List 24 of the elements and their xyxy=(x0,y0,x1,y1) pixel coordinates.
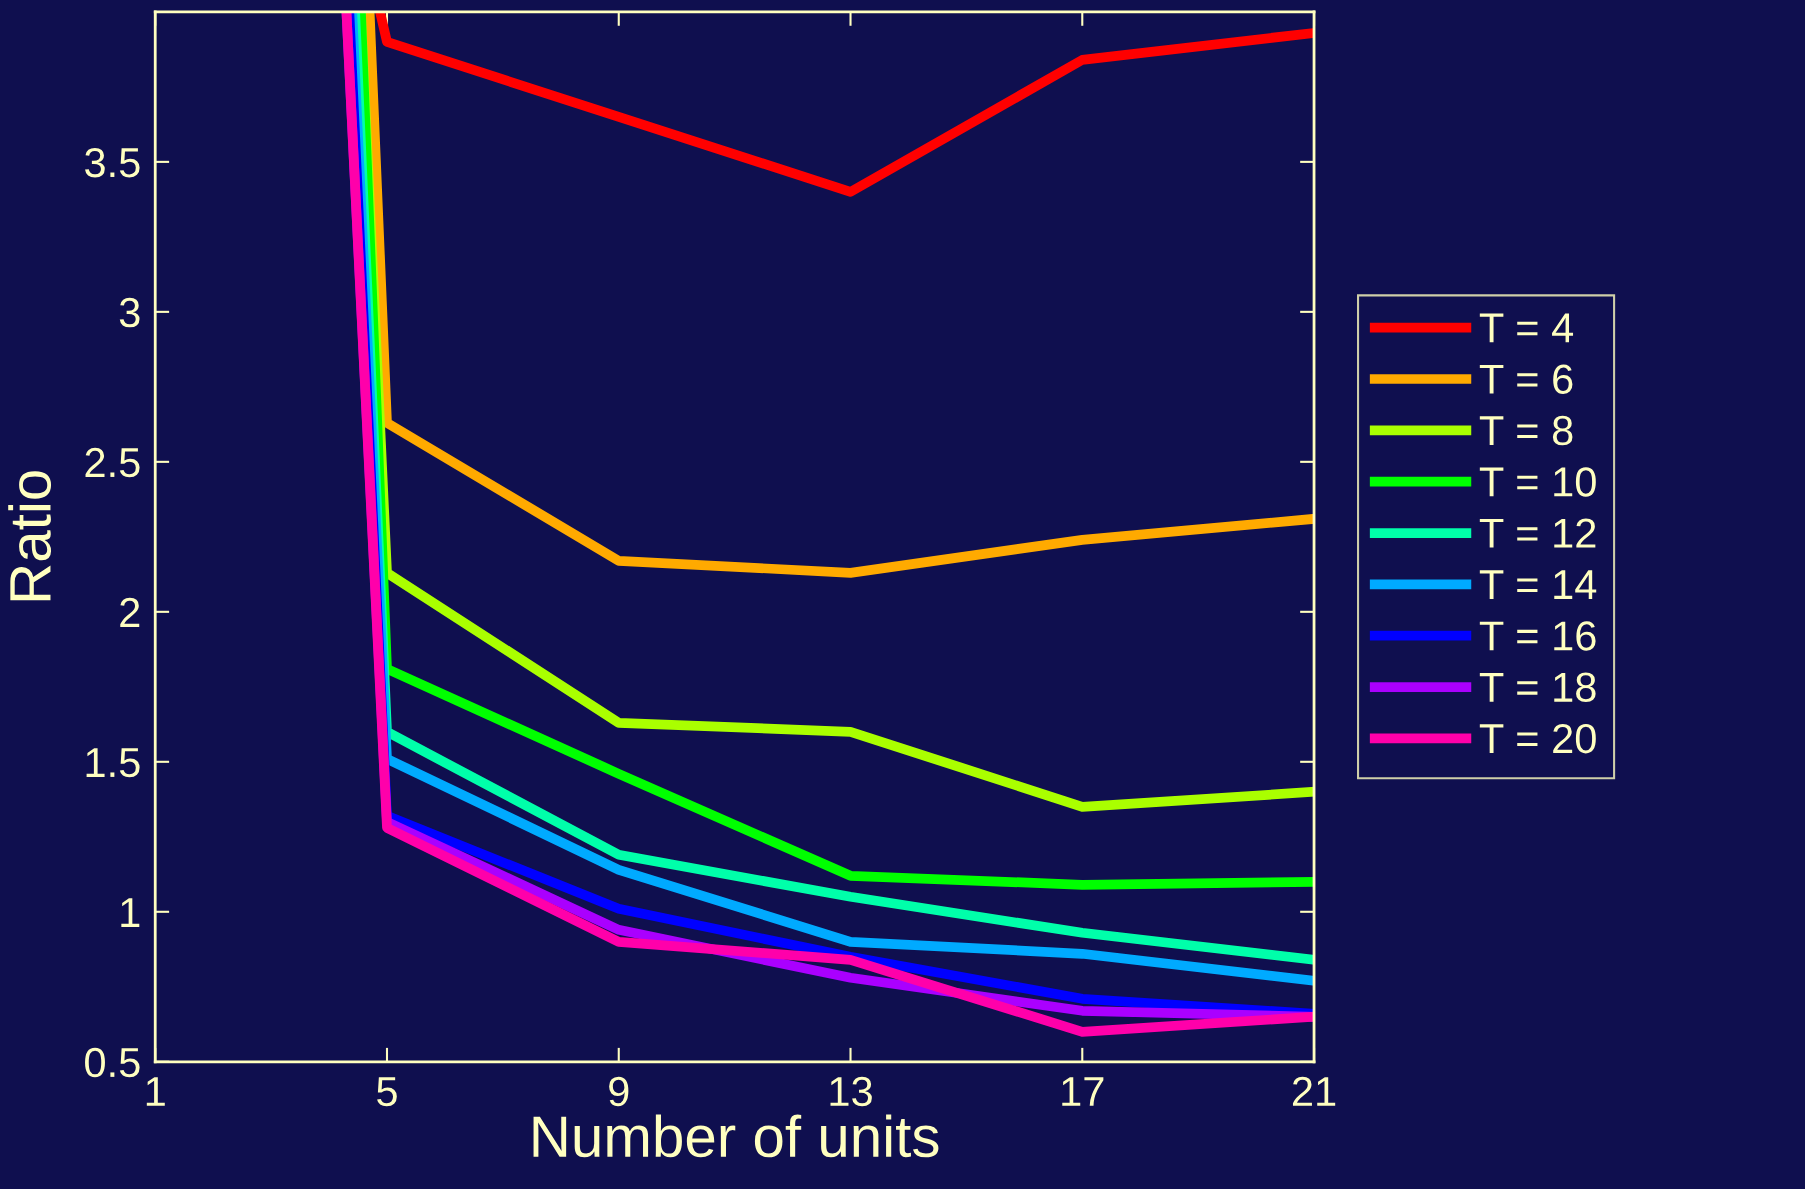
legend-label: T = 14 xyxy=(1479,570,1597,599)
y-tick-label: 2.5 xyxy=(85,447,140,478)
y-tick-label: 3.5 xyxy=(85,147,140,178)
x-axis-title: Number of units xyxy=(533,1114,939,1158)
y-tick-label: 1.5 xyxy=(86,748,140,778)
legend-label: T = 12 xyxy=(1479,518,1596,548)
x-tick-label: 13 xyxy=(830,1076,872,1107)
x-tick-label: 9 xyxy=(609,1076,629,1107)
y-tick-label: 1 xyxy=(121,898,140,927)
x-tick-label: 21 xyxy=(1292,1076,1336,1106)
y-tick-label: 0.5 xyxy=(85,1047,140,1078)
y-axis-title: Ratio xyxy=(8,471,52,601)
legend-label: T = 10 xyxy=(1479,467,1596,497)
y-tick-label: 2 xyxy=(120,597,140,627)
y-tick-label: 3 xyxy=(119,297,140,328)
legend-label: T = 16 xyxy=(1479,621,1596,651)
legend-label: T = 4 xyxy=(1479,313,1574,343)
x-tick-label: 17 xyxy=(1062,1077,1104,1106)
legend-label: T = 6 xyxy=(1479,364,1573,394)
x-tick-label: 5 xyxy=(377,1077,397,1107)
legend-label: T = 20 xyxy=(1479,723,1596,754)
legend-label: T = 18 xyxy=(1479,672,1596,703)
legend-label: T = 8 xyxy=(1479,415,1573,446)
x-tick-label: 1 xyxy=(146,1077,165,1106)
